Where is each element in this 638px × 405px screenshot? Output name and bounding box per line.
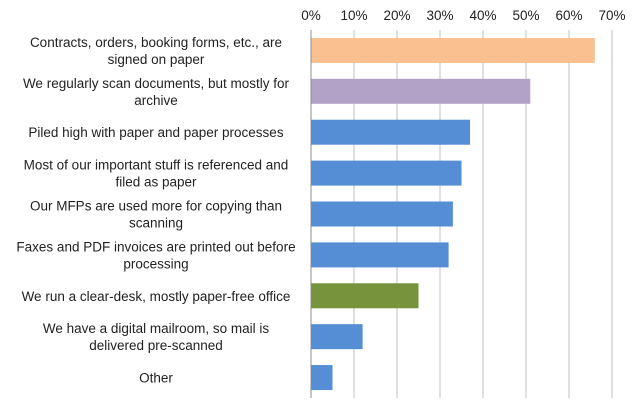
bar — [311, 160, 462, 186]
bars — [311, 37, 595, 391]
x-tick-label: 0% — [301, 8, 321, 23]
bar — [311, 324, 363, 350]
x-tick-label: 30% — [426, 8, 453, 23]
bar — [311, 119, 471, 145]
category-label: Piled high with paper and paper processe… — [28, 125, 283, 140]
category-label: Most of our important stuff is reference… — [24, 158, 289, 190]
bar — [311, 201, 453, 227]
category-label: Faxes and PDF invoices are printed out b… — [16, 239, 295, 271]
x-tick-label: 20% — [383, 8, 410, 23]
category-label: Contracts, orders, booking forms, etc., … — [30, 35, 282, 67]
x-tick-label: 60% — [555, 8, 582, 23]
bar — [311, 78, 531, 104]
category-labels: Contracts, orders, booking forms, etc., … — [16, 35, 295, 386]
x-tick-label: 40% — [469, 8, 496, 23]
bar — [311, 365, 333, 391]
x-tick-label: 70% — [598, 8, 625, 23]
category-label: Our MFPs are used more for copying than s… — [30, 199, 282, 231]
x-tick-label: 10% — [340, 8, 367, 23]
x-axis-ticks: 0% 10% 20% 30% 40% 50% 60% 70% — [301, 8, 625, 23]
bar — [311, 37, 595, 63]
category-label: We have a digital mailroom, so mail is de… — [43, 321, 270, 353]
bar — [311, 242, 449, 268]
category-label: We run a clear-desk, mostly paper-free o… — [22, 289, 291, 304]
category-label: We regularly scan documents, but mostly … — [23, 76, 290, 108]
category-label: Other — [139, 371, 173, 386]
x-tick-label: 50% — [512, 8, 539, 23]
bar — [311, 283, 419, 309]
